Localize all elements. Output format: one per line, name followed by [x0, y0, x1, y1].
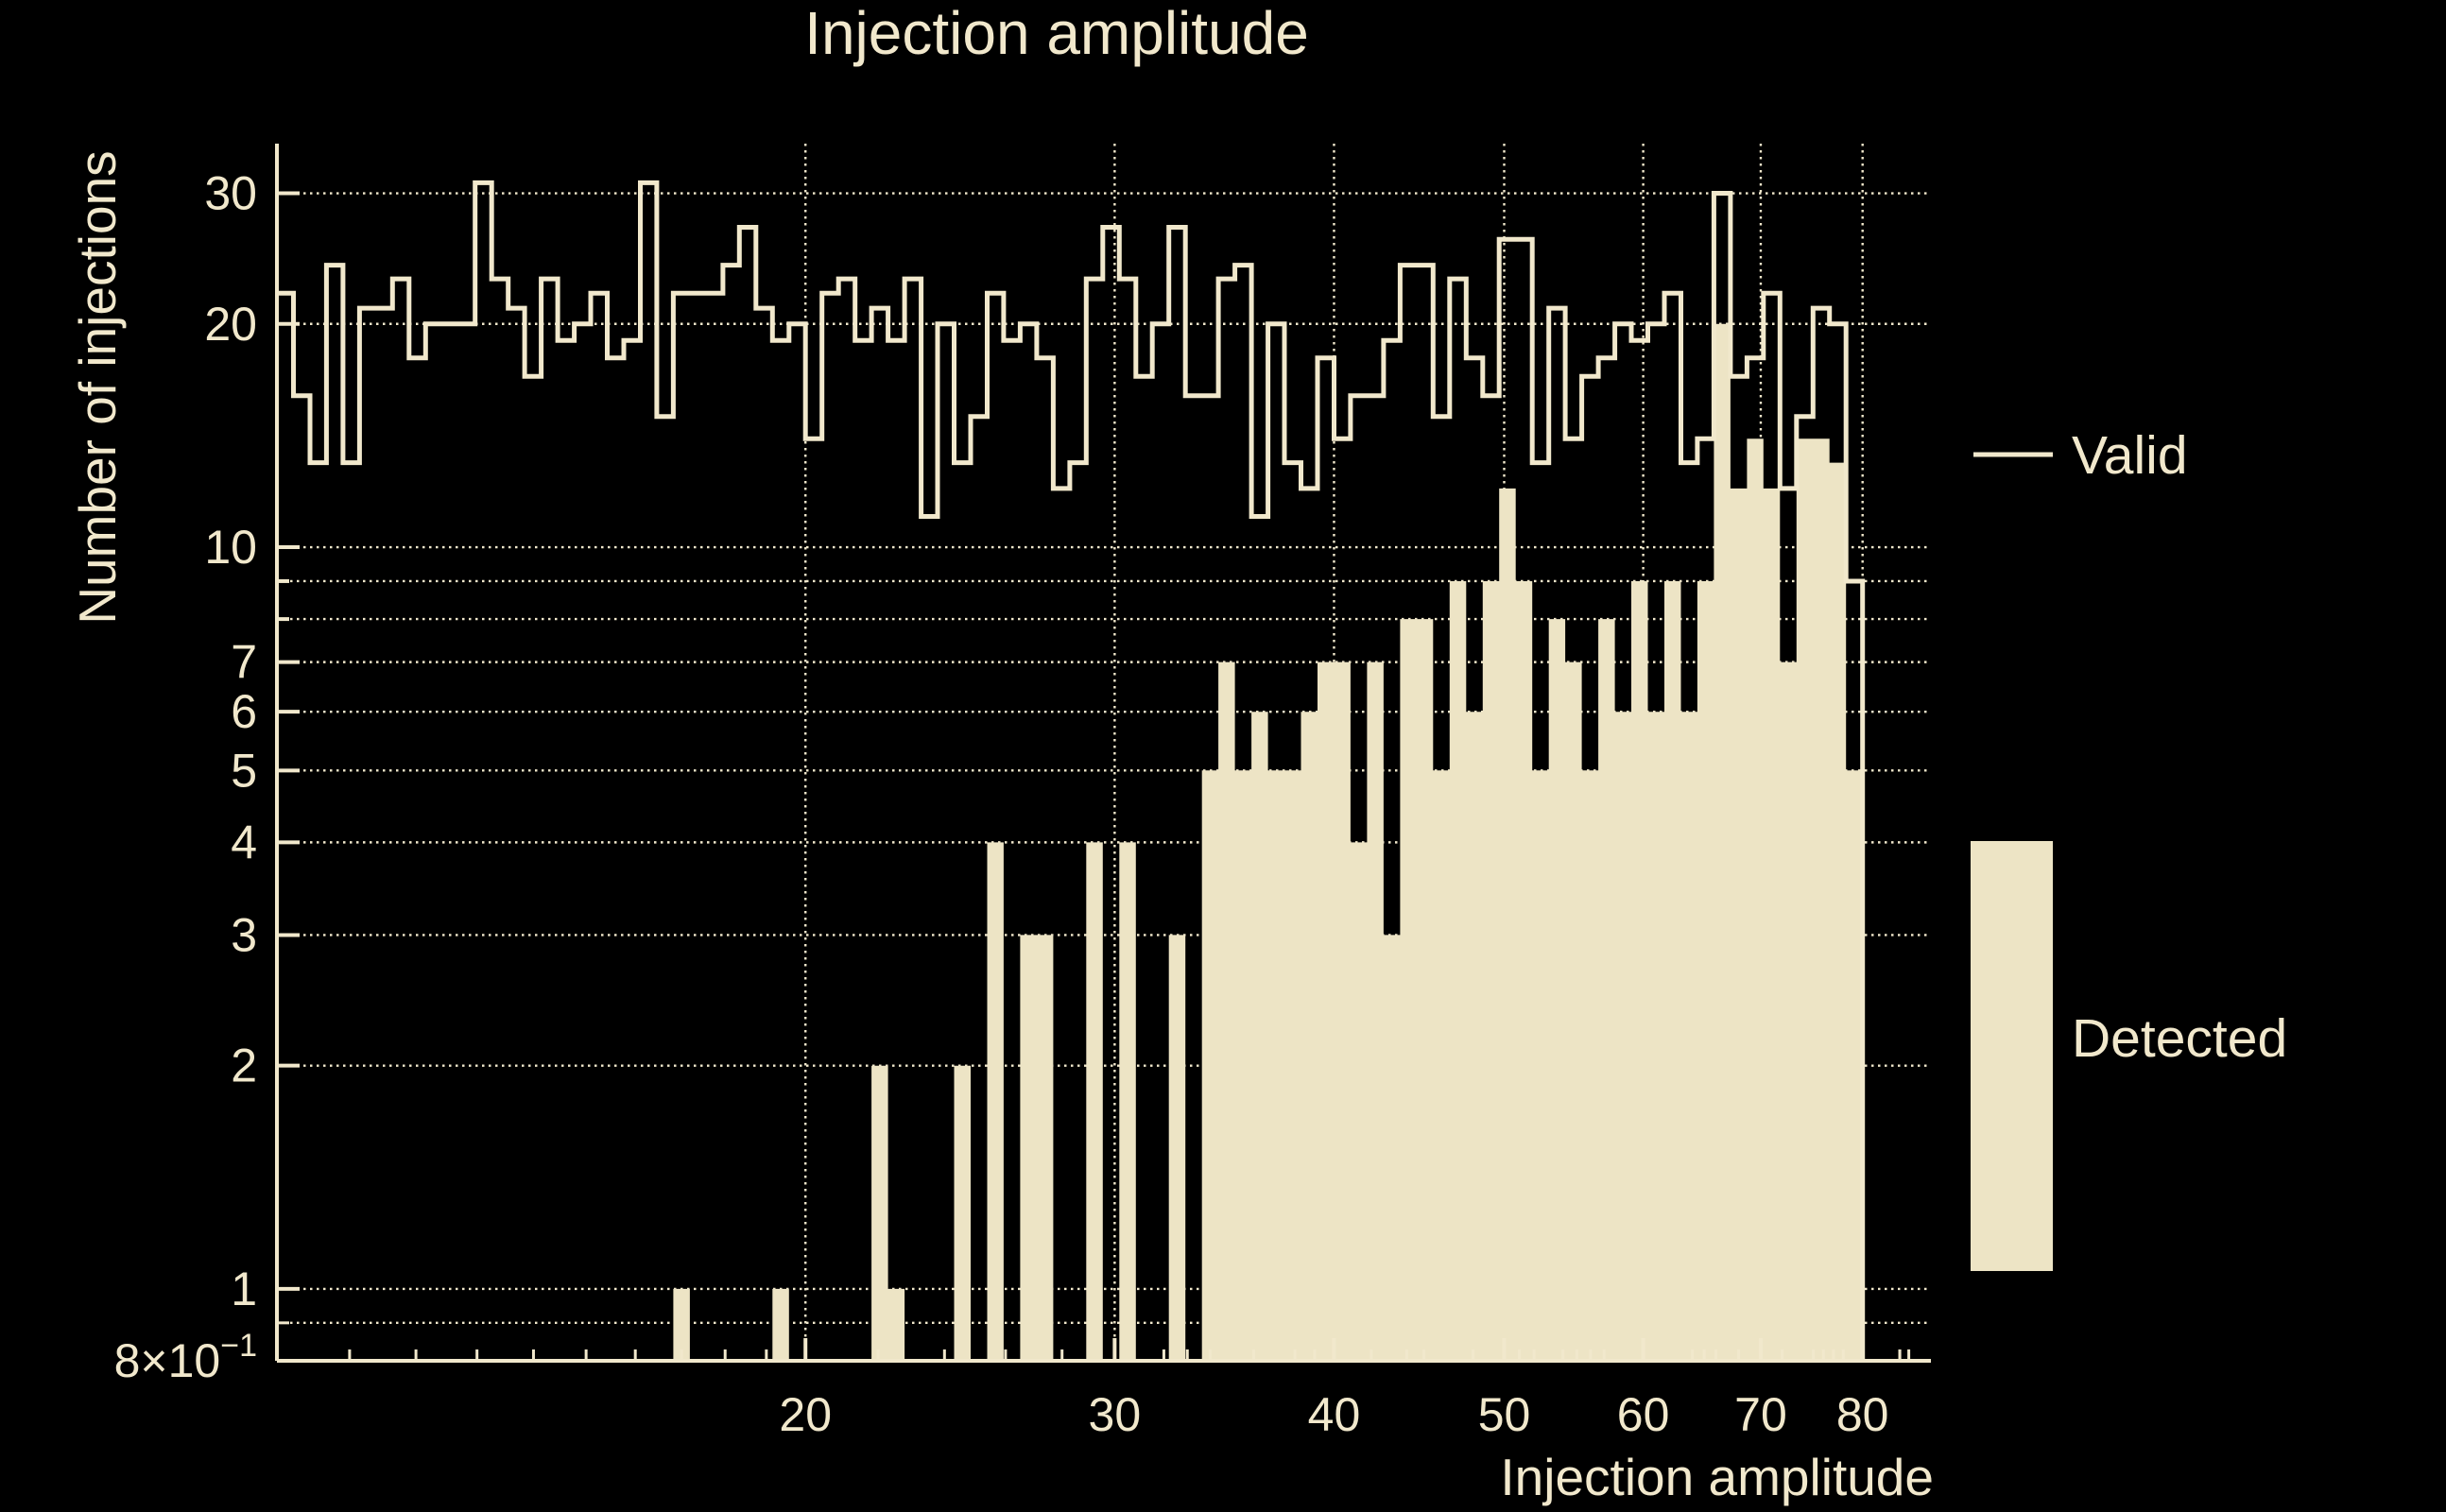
valid-line-path	[277, 180, 1866, 1361]
y-tick-label: 8×10−1	[114, 1328, 257, 1387]
y-tick-label: 3	[231, 908, 257, 961]
y-tick-label: 4	[231, 816, 257, 868]
x-tick-label: 20	[779, 1388, 832, 1441]
x-tick-label: 50	[1478, 1388, 1531, 1441]
x-axis-title: Injection amplitude	[1500, 1448, 1934, 1506]
axis-tick-labels: 30 20 10 76 5 4 3 2 1 8×10−1 20 30 40 50 60 70 80	[114, 167, 1889, 1441]
y-tick-label: 6	[231, 685, 257, 738]
y-tick-label: 1	[231, 1263, 257, 1315]
x-tick-label: 40	[1308, 1388, 1361, 1441]
y-tick-label: 5	[231, 744, 257, 797]
legend-detected-swatch	[1971, 841, 2053, 1271]
axis-ticks	[277, 191, 1911, 1361]
y-tick-label: 10	[204, 521, 257, 574]
valid-histogram	[277, 180, 1866, 1361]
y-axis-title: Number of injections	[68, 150, 127, 624]
axes	[275, 144, 1931, 1363]
legend-valid-label: Valid	[2072, 425, 2188, 486]
x-tick-label: 80	[1836, 1388, 1889, 1441]
legend: Valid Detected	[1971, 425, 2287, 1271]
x-tick-label: 30	[1089, 1388, 1142, 1441]
x-tick-label: 60	[1617, 1388, 1670, 1441]
detected-fill-path	[277, 323, 1863, 1361]
detected-histogram	[277, 323, 1863, 1361]
x-tick-label: 70	[1734, 1388, 1787, 1441]
y-tick-label: 20	[204, 298, 257, 351]
y-tick-label: 2	[231, 1040, 257, 1092]
y-tick-label: 7	[231, 636, 257, 689]
y-tick-label: 30	[204, 167, 257, 220]
chart-title: Injection amplitude	[804, 0, 1309, 67]
legend-detected-label: Detected	[2072, 1008, 2287, 1069]
